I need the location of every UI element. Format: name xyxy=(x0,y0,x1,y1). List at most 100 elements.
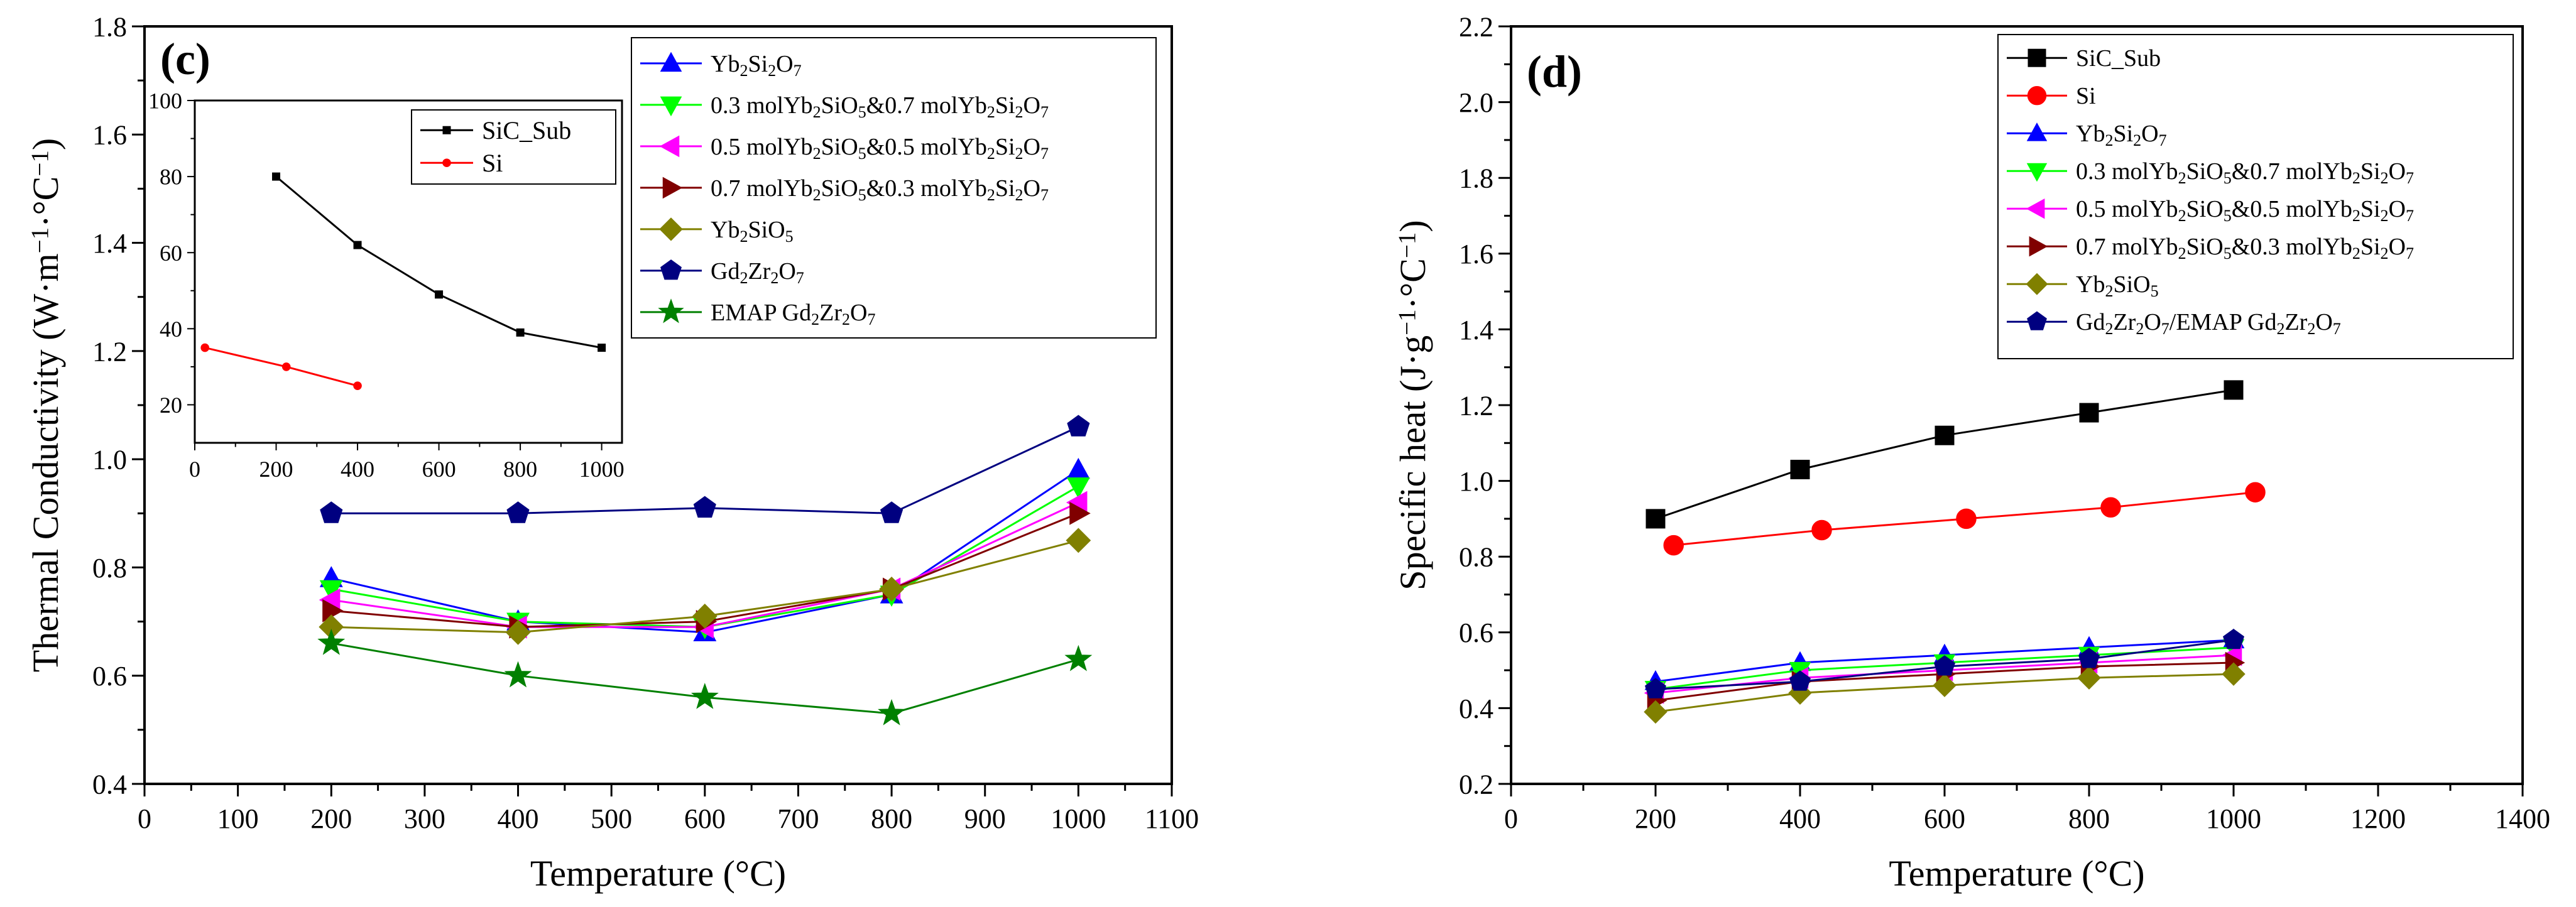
d-ytick-label: 1.8 xyxy=(1459,163,1493,194)
c-data-point xyxy=(878,698,906,725)
c-ytick-label: 0.6 xyxy=(92,661,127,692)
d-ytick-label: 0.6 xyxy=(1459,617,1493,648)
d-series-line xyxy=(1655,389,2234,520)
d-legend-box xyxy=(1997,34,2514,359)
inset-data-point xyxy=(272,172,281,181)
d-frame xyxy=(1510,25,2524,785)
d-data-point xyxy=(1645,678,1666,698)
inset-xtick-label: 400 xyxy=(341,457,374,482)
c-legend-marker xyxy=(659,135,680,158)
d-legend-marker xyxy=(2028,48,2046,67)
c-data-point xyxy=(880,501,903,523)
d-data-point xyxy=(1956,508,1977,530)
d-panel-label: (d) xyxy=(1527,46,1582,97)
c-legend-label: 0.7 molYb2SiO5&0.3 molYb2Si2O7 xyxy=(711,175,1049,204)
c-xtick-label: 0 xyxy=(138,803,151,834)
d-legend-label: 0.5 molYb2SiO5&0.5 molYb2Si2O7 xyxy=(2076,196,2414,225)
c-legend: Yb2Si2O7 0.3 molYb2SiO5&0.7 molYb2Si2O7 0.… xyxy=(631,37,1157,339)
c-legend-label: Yb2SiO5 xyxy=(711,217,794,246)
d-data-point xyxy=(2223,628,2244,649)
d-ytick-label: 0.4 xyxy=(1459,693,1493,724)
c-legend-marker xyxy=(659,217,683,241)
c-data-point xyxy=(505,619,531,645)
c-data-point xyxy=(1066,457,1090,479)
c-xtick-label: 200 xyxy=(310,803,352,834)
d-ytick-label: 1.4 xyxy=(1459,315,1493,345)
d-legend-marker xyxy=(2026,122,2048,141)
inset-xtick-label: 1000 xyxy=(579,457,625,482)
c-x-axis-label: Temperature (°C) xyxy=(530,853,786,894)
c-xtick-label: 1000 xyxy=(1051,803,1106,834)
inset-ytick-label: 80 xyxy=(160,165,182,190)
d-ytick-label: 1.2 xyxy=(1459,390,1493,421)
d-xtick-label: 800 xyxy=(2068,803,2110,834)
c-xtick-label: 700 xyxy=(777,803,819,834)
c-data-point xyxy=(1064,644,1093,671)
d-data-point xyxy=(1663,535,1684,556)
d-ytick-label: 1.0 xyxy=(1459,466,1493,497)
c-legend-label: Yb2Si2O7 xyxy=(711,51,802,80)
c-xtick-label: 600 xyxy=(684,803,726,834)
inset-series-line xyxy=(275,175,602,349)
d-data-point xyxy=(1790,460,1810,480)
c-data-point xyxy=(504,661,532,688)
d-series-0 xyxy=(1645,380,2244,529)
c-legend-label: Gd2Zr2O7 xyxy=(711,258,804,287)
c-series-4 xyxy=(319,528,1091,645)
inset-xtick-label: 200 xyxy=(259,457,293,482)
c-legend-label: 0.3 molYb2SiO5&0.7 molYb2Si2O7 xyxy=(711,92,1049,121)
c-data-point xyxy=(1069,501,1091,525)
d-data-point xyxy=(2100,497,2121,518)
d-xtick-label: 200 xyxy=(1635,803,1676,834)
c-ytick-label: 0.8 xyxy=(92,553,127,584)
inset-data-point xyxy=(353,241,362,249)
d-legend-marker xyxy=(2027,86,2047,106)
c-axes: 0 100 200 300 400 500 600 700 800 900 1000 11000.40… xyxy=(92,11,1199,834)
d-data-point xyxy=(1789,670,1811,691)
c-data-point xyxy=(1066,528,1091,553)
inset-ytick-label: 20 xyxy=(160,393,182,418)
c-y-axis-label: Thermal Conductivity (W·m−1·°C−1) xyxy=(25,138,66,672)
inset-data-point xyxy=(281,362,291,371)
d-legend-label: 0.7 molYb2SiO5&0.3 molYb2Si2O7 xyxy=(2076,234,2414,263)
d-data-point xyxy=(1645,509,1666,529)
d-legend-label: Yb2SiO5 xyxy=(2076,271,2159,300)
inset-legend-marker xyxy=(442,126,451,134)
c-legend-marker xyxy=(658,298,684,323)
d-data-point xyxy=(1811,519,1832,541)
d-data-point xyxy=(1933,673,1957,697)
d-legend-marker xyxy=(2026,273,2048,295)
inset-ytick-label: 40 xyxy=(160,317,182,342)
inset-legend-label: SiC_Sub xyxy=(482,116,571,144)
c-legend-marker xyxy=(660,96,682,117)
c-data-point xyxy=(506,501,530,523)
c-data-point xyxy=(879,576,904,602)
inset-xtick-label: 0 xyxy=(189,457,200,482)
c-data-point xyxy=(320,501,343,523)
c-xtick-label: 400 xyxy=(498,803,539,834)
inset-series-0 xyxy=(272,172,606,352)
d-data-point xyxy=(2224,380,2244,400)
c-legend-label: 0.5 molYb2SiO5&0.5 molYb2Si2O7 xyxy=(711,134,1049,163)
d-legend-label: Si xyxy=(2076,83,2096,109)
d-data-point xyxy=(1935,425,1955,445)
c-ytick-label: 1.8 xyxy=(92,11,127,42)
c-series-5 xyxy=(320,415,1090,523)
d-legend-marker xyxy=(2026,163,2048,182)
c-ytick-label: 0.4 xyxy=(92,769,127,800)
c-xtick-label: 300 xyxy=(404,803,445,834)
c-xtick-label: 100 xyxy=(217,803,259,834)
d-legend-marker xyxy=(2027,311,2047,330)
c-data-point xyxy=(692,604,718,629)
c-xtick-label: 500 xyxy=(591,803,632,834)
inset-ytick-label: 100 xyxy=(148,89,182,114)
d-xtick-label: 0 xyxy=(1504,803,1518,834)
inset-legend-marker xyxy=(442,158,451,168)
d-ytick-label: 0.8 xyxy=(1459,542,1493,573)
c-data-point xyxy=(1066,477,1090,499)
d-xtick-label: 1000 xyxy=(2206,803,2261,834)
d-xtick-label: 1200 xyxy=(2350,803,2406,834)
d-legend-marker xyxy=(2029,236,2048,257)
c-data-point xyxy=(690,683,719,709)
c-legend-marker xyxy=(660,52,682,72)
